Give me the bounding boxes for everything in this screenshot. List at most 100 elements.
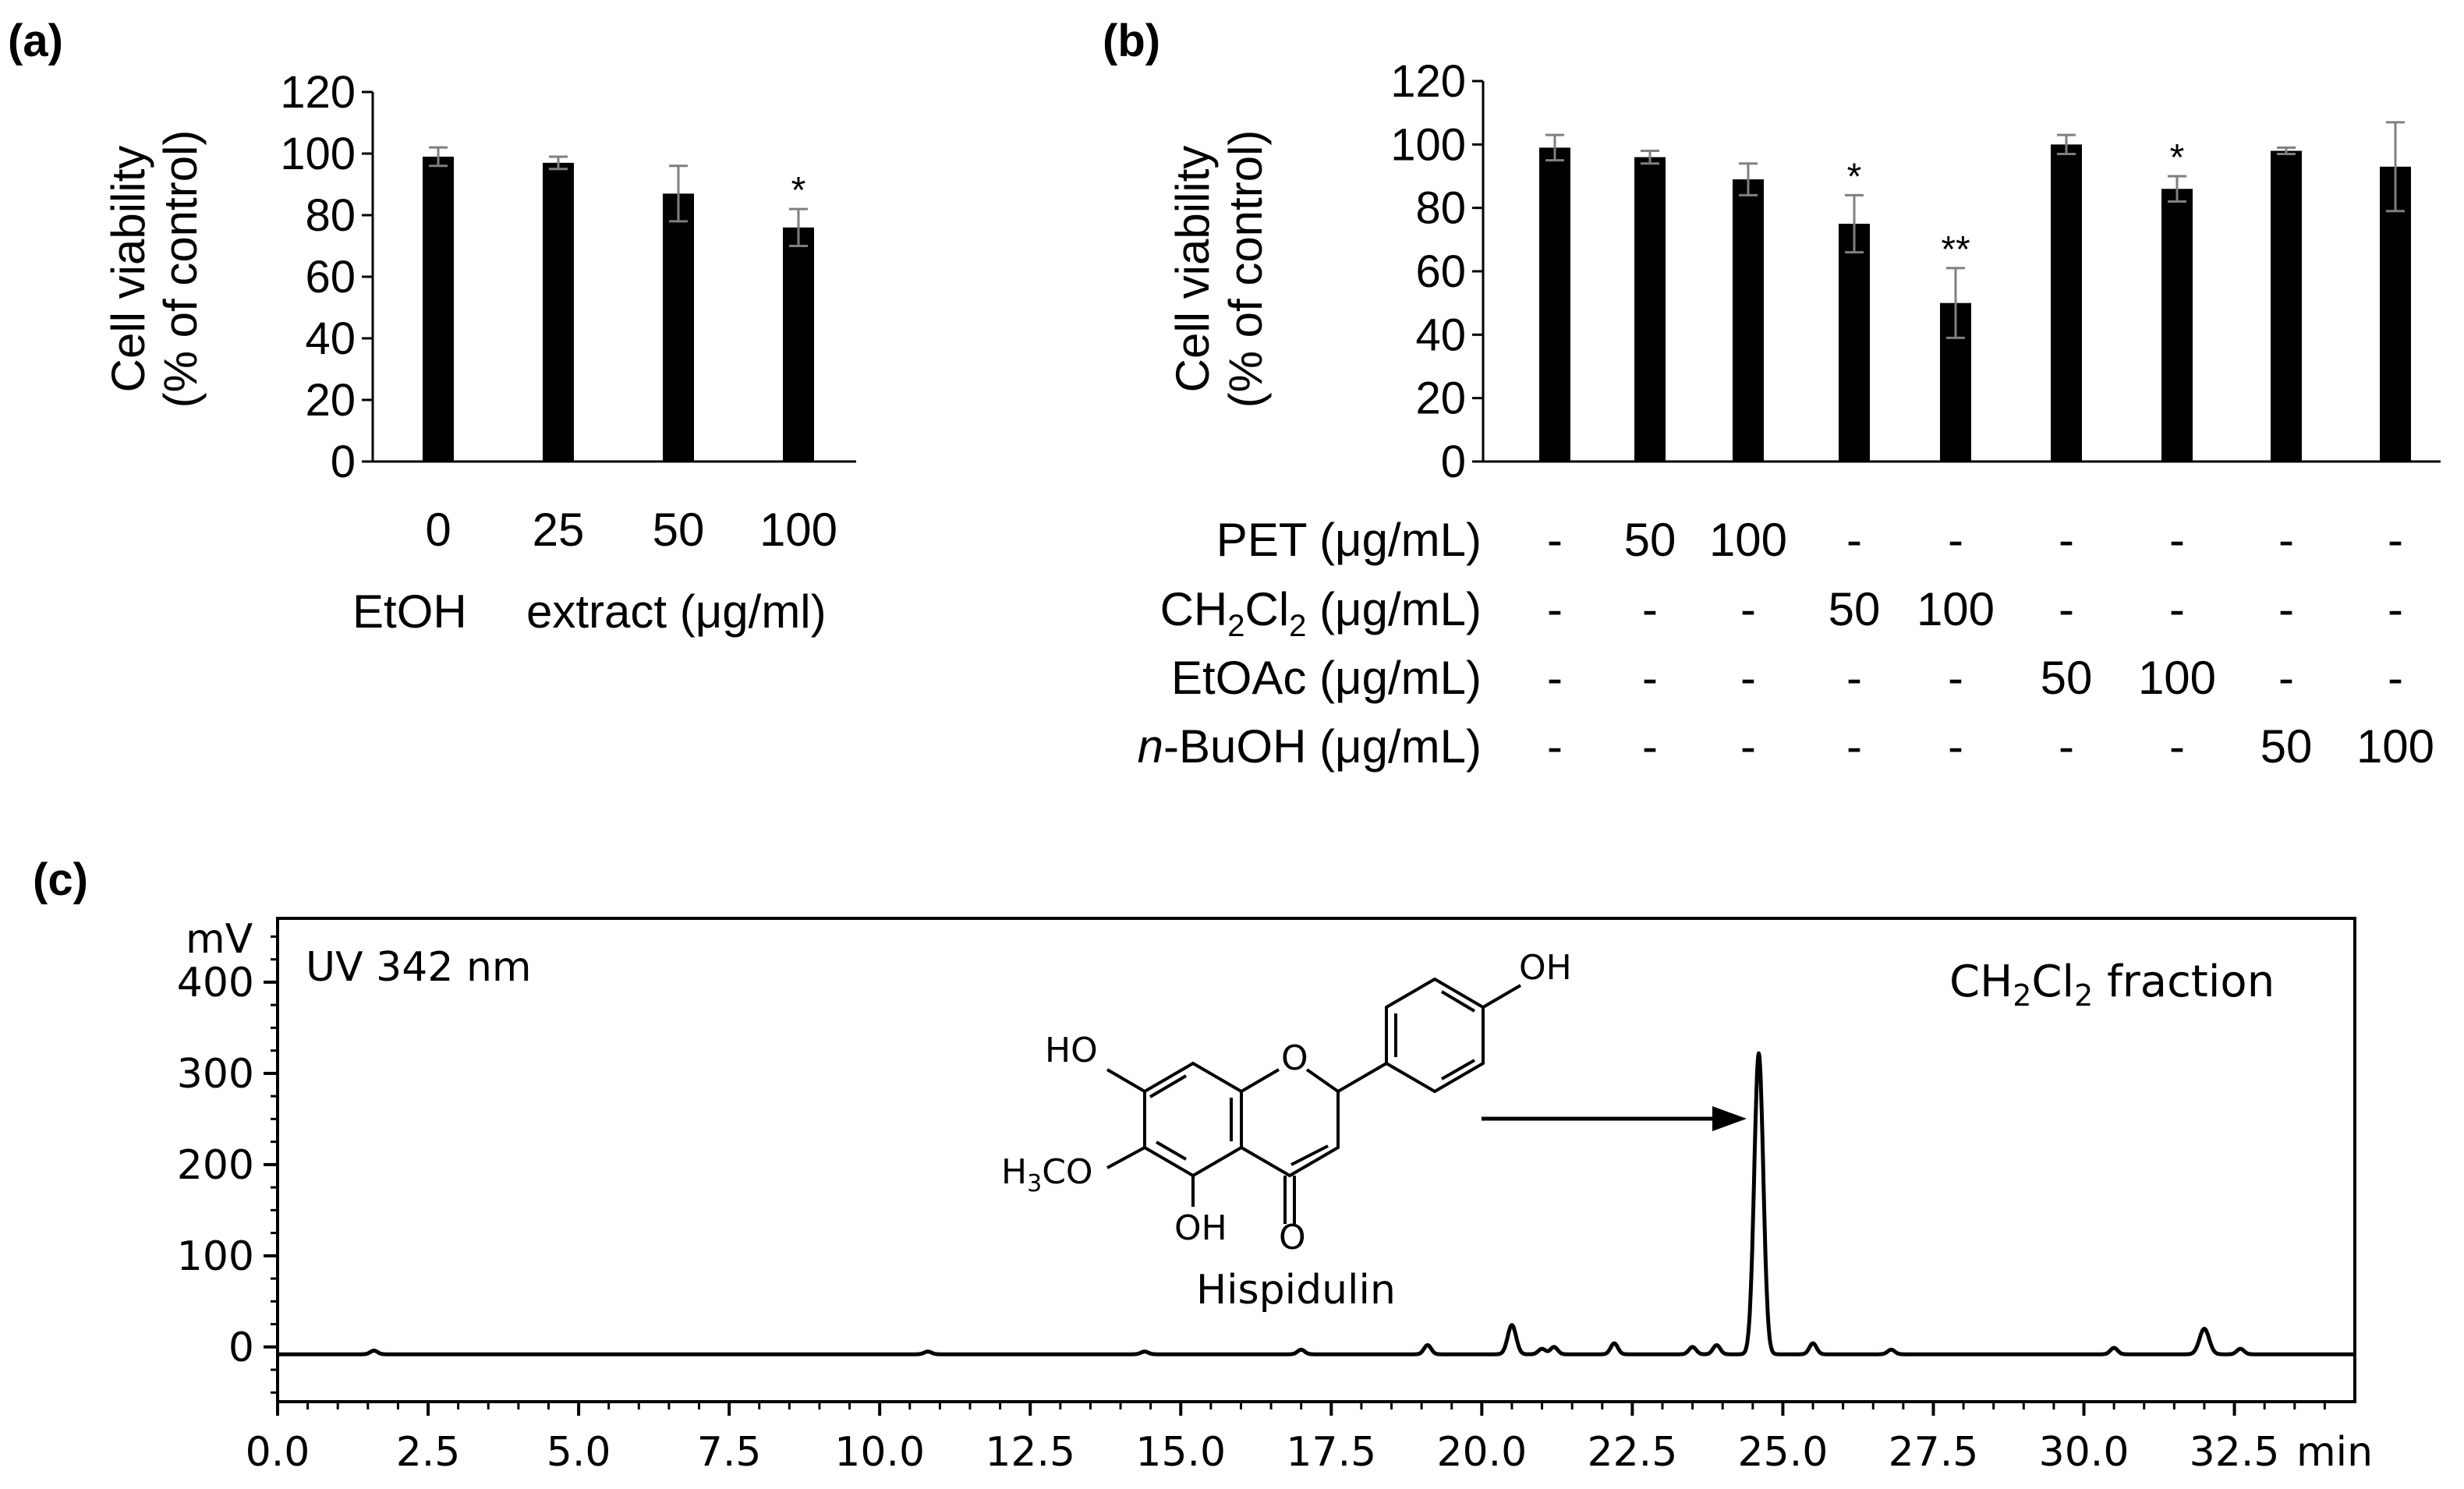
x-tick-label: 5.0 (547, 1429, 611, 1476)
x-tick-label: 7.5 (697, 1429, 762, 1476)
peak-arrowhead (1712, 1106, 1747, 1131)
bond (1336, 1062, 1388, 1093)
significance-marker: * (1847, 156, 1862, 197)
row-label-pet: PET (μg/mL) (1216, 514, 1482, 566)
treatment-cell: 50 (2041, 652, 2093, 704)
x-tick-label: 25.0 (1738, 1429, 1829, 1476)
bar (2271, 150, 2302, 462)
panel-a-ylabel-line1: Cell viability (102, 146, 154, 393)
y-tick-label: 20 (305, 375, 356, 426)
panel-a-chart: Cell viability (% of control) 0 20 40 60 80 1… (102, 67, 856, 638)
treatment-cell: 50 (1624, 514, 1676, 566)
panel-a-xlabel-etoh: EtOH (352, 585, 467, 638)
y-tick-label: 0 (228, 1325, 254, 1371)
panel-c-chart: mV min UV 342 nm CH2Cl2 fraction 0 100 200… (177, 916, 2373, 1476)
structure-oh-bottom: OH (1174, 1208, 1227, 1248)
y-unit-label: mV (186, 916, 253, 963)
panel-a-ylabel-line2: (% of control) (154, 130, 207, 409)
treatment-cell: 100 (1709, 514, 1787, 566)
y-tick-label: 0 (1441, 437, 1466, 487)
treatment-cell: - (1948, 514, 1963, 566)
y-tick-label: 400 (177, 960, 254, 1006)
panel-a-xlabel-extract: extract (μg/ml) (526, 585, 827, 638)
fraction-label: CH2Cl2 fraction (1949, 957, 2275, 1013)
bar (2051, 144, 2082, 462)
y-tick-label: 100 (280, 129, 356, 179)
x-tick-label: 17.5 (1286, 1429, 1376, 1476)
panel-a-label: (a) (8, 16, 63, 66)
bar (543, 162, 574, 462)
treatment-cell: - (1846, 652, 1862, 704)
row-label-etoac: EtOAc (μg/mL) (1171, 652, 1482, 704)
chromatogram-frame (276, 917, 2356, 1403)
treatment-cell: 100 (2356, 720, 2434, 773)
structure-methoxy: H3CO (1001, 1152, 1093, 1197)
x-tick-label: 22.5 (1588, 1429, 1678, 1476)
x-tick-label: 0.0 (246, 1429, 310, 1476)
y-tick-label: 40 (305, 313, 356, 364)
y-tick-label: 40 (1415, 309, 1466, 360)
panel-b-label: (b) (1103, 16, 1160, 66)
treatment-cell: - (2278, 583, 2294, 635)
row-label-ch2cl2: CH2Cl2 (μg/mL) (1160, 583, 1482, 643)
treatment-cell: - (2059, 514, 2074, 566)
treatment-cell: - (2278, 514, 2294, 566)
y-tick-label: 80 (305, 190, 356, 241)
significance-marker: * (2170, 137, 2185, 179)
x-tick-label: 15.0 (1135, 1429, 1226, 1476)
y-tick-label: 60 (1415, 246, 1466, 297)
significance-marker: * (791, 170, 806, 211)
x-tick-label: 25 (533, 504, 585, 556)
bar (783, 227, 814, 462)
treatment-cell: - (1547, 514, 1563, 566)
bar (2161, 189, 2193, 462)
bar (1634, 157, 1666, 462)
compound-name: Hispidulin (1196, 1267, 1396, 1314)
treatment-cell: 50 (2260, 720, 2313, 773)
x-tick-label: 27.5 (1889, 1429, 1979, 1476)
treatment-cell: - (1740, 652, 1756, 704)
bond (1106, 1068, 1146, 1093)
structure-oh-top: OH (1519, 948, 1572, 988)
chromatogram-trace (276, 1051, 2356, 1356)
bar (2380, 166, 2411, 462)
structure-keto-o: O (1279, 1218, 1306, 1257)
x-tick-label: 50 (653, 504, 705, 556)
x-tick-label: 100 (759, 504, 837, 556)
ring-b (1385, 977, 1485, 1094)
bar (1539, 147, 1570, 462)
treatment-cell: 50 (1829, 583, 1881, 635)
row-label-nbuoh: n-BuOH (μg/mL) (1138, 720, 1482, 773)
treatment-cell: - (2388, 583, 2403, 635)
structure-ring-o: O (1281, 1038, 1308, 1078)
treatment-cell: - (2169, 583, 2185, 635)
bond (1290, 1144, 1329, 1166)
x-unit-label: min (2296, 1429, 2373, 1476)
treatment-cell: - (1642, 720, 1658, 773)
treatment-cell: - (1948, 720, 1963, 773)
detector-label: UV 342 nm (306, 944, 532, 991)
bond (1441, 1059, 1475, 1080)
significance-marker: ** (1941, 229, 1970, 271)
x-tick-label: 32.5 (2190, 1429, 2280, 1476)
treatment-cell: - (2059, 583, 2074, 635)
treatment-cell: - (2388, 514, 2403, 566)
treatment-cell: - (1642, 652, 1658, 704)
treatment-cell: - (1948, 652, 1963, 704)
panel-b-ylabel-line1: Cell viability (1167, 146, 1219, 393)
y-tick-label: 120 (280, 67, 356, 118)
x-tick-label: 30.0 (2039, 1429, 2129, 1476)
bond (1240, 1068, 1340, 1178)
y-tick-label: 60 (305, 252, 356, 302)
ring-a (1143, 1061, 1243, 1178)
y-tick-label: 100 (1390, 119, 1466, 170)
y-tick-label: 100 (177, 1233, 254, 1280)
treatment-cell: - (1846, 720, 1862, 773)
x-tick-label: 2.5 (396, 1429, 461, 1476)
panel-b-ylabel-line2: (% of control) (1220, 130, 1272, 409)
treatment-cell: - (1846, 514, 1862, 566)
treatment-cell: 100 (1917, 583, 1995, 635)
bond (1155, 1141, 1188, 1161)
y-tick-label: 200 (177, 1142, 254, 1189)
